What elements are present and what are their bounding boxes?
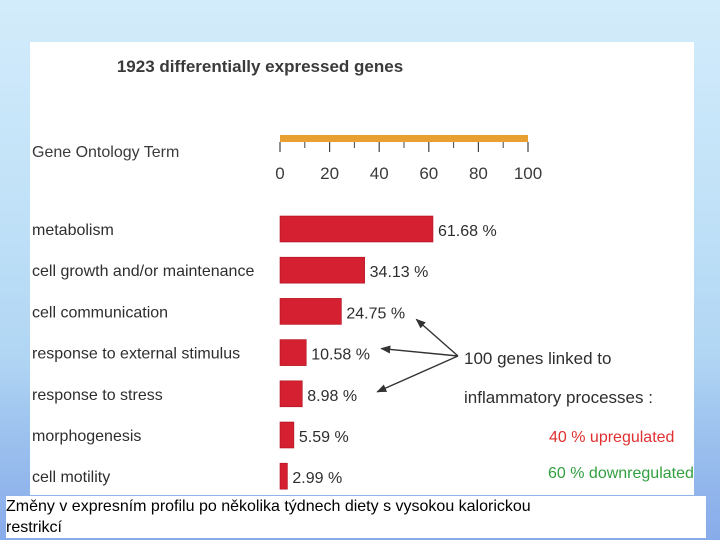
category-label: metabolism	[32, 222, 114, 239]
bar	[279, 298, 342, 325]
x-tick-label: 0	[275, 164, 284, 183]
chart-figure: 1923 differentially expressed genes Gene…	[30, 42, 694, 495]
bar	[279, 380, 303, 408]
bar-value-label: 5.59 %	[299, 429, 349, 446]
category-label: cell communication	[32, 304, 168, 321]
x-axis-bar	[280, 135, 528, 142]
x-tick-label: 60	[419, 164, 438, 183]
bar-chart: 1923 differentially expressed genes Gene…	[32, 57, 694, 490]
chart-title: 1923 differentially expressed genes	[117, 57, 403, 76]
annotation-arrow	[376, 355, 459, 393]
category-label: morphogenesis	[32, 428, 141, 445]
bar	[279, 256, 365, 284]
annotation-arrow	[415, 318, 459, 357]
caption-line-2: restrikcí	[6, 519, 62, 536]
annotation-upregulated: 40 % upregulated	[549, 429, 674, 446]
bar	[279, 215, 434, 243]
annotation-line-1: 100 genes linked to	[464, 349, 611, 368]
annotation-line-2: inflammatory processes :	[464, 388, 653, 407]
y-axis-label: Gene Ontology Term	[32, 144, 179, 161]
x-tick-label: 40	[370, 164, 389, 183]
x-tick-label: 80	[469, 164, 488, 183]
bar-value-label: 61.68 %	[438, 223, 497, 240]
annotation-downregulated: 60 % downregulated	[548, 465, 694, 482]
bar-value-label: 8.98 %	[307, 388, 357, 405]
bar	[279, 421, 295, 449]
slide-caption: Změny v expresním profilu po několika tý…	[6, 496, 706, 538]
category-label: response to external stimulus	[32, 346, 240, 363]
bar-value-label: 10.58 %	[311, 347, 370, 364]
caption-line-1: Změny v expresním profilu po několika tý…	[6, 496, 706, 517]
bar	[279, 339, 307, 366]
bar-value-label: 24.75 %	[346, 305, 405, 322]
bar-value-label: 34.13 %	[370, 264, 429, 281]
bar-value-label: 2.99 %	[292, 470, 342, 487]
x-tick-label: 20	[320, 164, 339, 183]
x-tick-label: 100	[514, 164, 542, 183]
category-label: response to stress	[32, 387, 163, 404]
bar	[279, 462, 288, 490]
annotation-arrow	[380, 345, 459, 357]
category-label: cell motility	[32, 469, 110, 486]
category-label: cell growth and/or maintenance	[32, 263, 254, 280]
